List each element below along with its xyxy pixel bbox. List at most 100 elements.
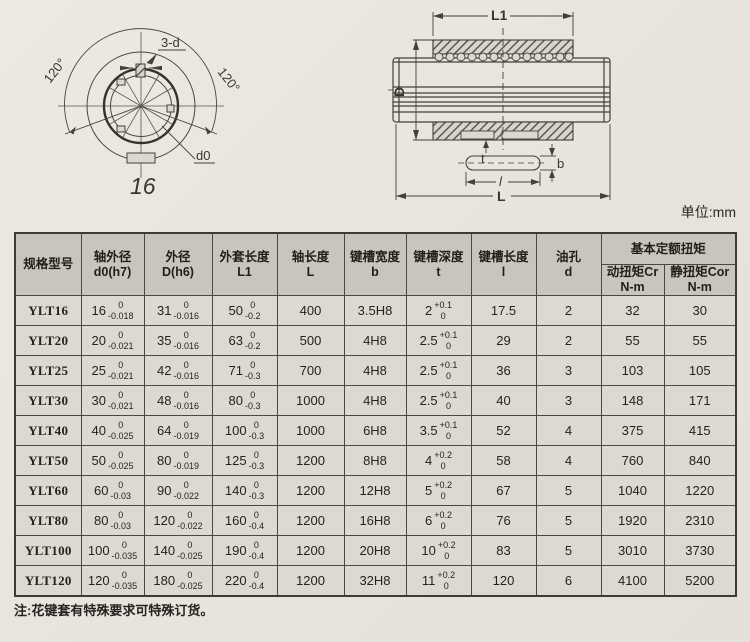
col-header-d0: 轴外径 d0(h7) bbox=[80, 232, 145, 296]
table-row: YLT100 100 0 -0.035 140 0 -0.025 190 0 -0.4 1200 20… bbox=[14, 535, 737, 566]
cr-cell: 3010 bbox=[600, 535, 665, 566]
L1-cell: 100 0 -0.3 bbox=[211, 415, 278, 446]
t-cell: 2.5 +0.1 0 bbox=[405, 385, 472, 416]
dim-b-label: b bbox=[557, 156, 564, 171]
d0-cell: 16 0 -0.018 bbox=[80, 295, 145, 326]
dim-L bbox=[395, 124, 611, 200]
model-cell: YLT120 bbox=[14, 565, 82, 597]
model-cell: YLT40 bbox=[14, 415, 82, 446]
D-cell: 80 0 -0.019 bbox=[143, 445, 213, 476]
table-row: YLT60 60 0 -0.03 90 0 -0.022 140 0 -0.3 1200 12H8 5 +… bbox=[14, 475, 737, 506]
l-cell: 29 bbox=[470, 325, 537, 356]
cr-cell: 375 bbox=[600, 415, 665, 446]
b-cell: 12H8 bbox=[343, 475, 407, 506]
cross-section-drawing: 120° 120° 3-d d0 16 bbox=[41, 28, 243, 199]
bore-label: d0 bbox=[196, 148, 210, 163]
cr-cell: 103 bbox=[600, 355, 665, 386]
cor-cell: 840 bbox=[663, 445, 737, 476]
b-cell: 3.5H8 bbox=[343, 295, 407, 326]
table-row: YLT40 40 0 -0.025 64 0 -0.019 100 0 -0.3 1000 6H8 3.… bbox=[14, 415, 737, 446]
l-cell: 36 bbox=[470, 355, 537, 386]
keyway-notches bbox=[116, 78, 175, 164]
col-header-l: 键槽长度 l bbox=[470, 232, 537, 296]
cor-cell: 3730 bbox=[663, 535, 737, 566]
D-cell: 35 0 -0.016 bbox=[143, 325, 213, 356]
cor-cell: 30 bbox=[663, 295, 737, 326]
cr-cell: 760 bbox=[600, 445, 665, 476]
D-cell: 140 0 -0.025 bbox=[143, 535, 213, 566]
model-cell: YLT50 bbox=[14, 445, 82, 476]
d0-cell: 100 0 -0.035 bbox=[80, 535, 145, 566]
key-outline bbox=[458, 155, 548, 171]
side-view-drawing: L1 D t b bbox=[388, 7, 611, 204]
hole-count-label: 3-d bbox=[161, 35, 180, 50]
dim-l bbox=[465, 172, 541, 186]
d0-cell: 25 0 -0.021 bbox=[80, 355, 145, 386]
L1-cell: 125 0 -0.3 bbox=[211, 445, 278, 476]
b-cell: 4H8 bbox=[343, 355, 407, 386]
cr-cell: 4100 bbox=[600, 565, 665, 597]
dim-t-label: t bbox=[481, 151, 485, 166]
L-cell: 1200 bbox=[276, 445, 345, 476]
model-cell: YLT100 bbox=[14, 535, 82, 566]
D-cell: 64 0 -0.019 bbox=[143, 415, 213, 446]
t-cell: 10 +0.2 0 bbox=[405, 535, 472, 566]
t-cell: 4 +0.2 0 bbox=[405, 445, 472, 476]
d-cell: 3 bbox=[535, 355, 602, 386]
t-cell: 5 +0.2 0 bbox=[405, 475, 472, 506]
cor-cell: 105 bbox=[663, 355, 737, 386]
spec-table: 规格型号 轴外径 d0(h7) 外径 D(h6) 外套长度 L1 轴长度 L 键槽宽度 b… bbox=[14, 232, 737, 597]
table-row: YLT25 25 0 -0.021 42 0 -0.016 71 0 -0.3 700 4H8 2.5 +… bbox=[14, 355, 737, 386]
dim-L-label: L bbox=[497, 188, 506, 204]
cor-cell: 171 bbox=[663, 385, 737, 416]
L-cell: 1200 bbox=[276, 535, 345, 566]
model-cell: YLT16 bbox=[14, 295, 82, 326]
L1-cell: 140 0 -0.3 bbox=[211, 475, 278, 506]
dim-D bbox=[413, 39, 433, 141]
t-cell: 2 +0.1 0 bbox=[405, 295, 472, 326]
b-cell: 4H8 bbox=[343, 385, 407, 416]
col-header-torque-group: 基本定额扭矩 bbox=[600, 232, 737, 265]
angle-left-label: 120° bbox=[41, 55, 69, 85]
table-row: YLT20 20 0 -0.021 35 0 -0.016 63 0 -0.2 500 4H8 2.5 +… bbox=[14, 325, 737, 356]
cr-cell: 1040 bbox=[600, 475, 665, 506]
cor-cell: 1220 bbox=[663, 475, 737, 506]
model-cell: YLT80 bbox=[14, 505, 82, 536]
b-cell: 6H8 bbox=[343, 415, 407, 446]
col-header-L1: 外套长度 L1 bbox=[211, 232, 278, 296]
header-row-1: 规格型号 轴外径 d0(h7) 外径 D(h6) 外套长度 L1 轴长度 L 键槽宽度 b… bbox=[14, 232, 737, 296]
L1-cell: 220 0 -0.4 bbox=[211, 565, 278, 597]
table-row: YLT30 30 0 -0.021 48 0 -0.016 80 0 -0.3 1000 4H8 2.5… bbox=[14, 385, 737, 416]
leader-lines bbox=[120, 49, 215, 164]
d0-cell: 80 0 -0.03 bbox=[80, 505, 145, 536]
d0-cell: 120 0 -0.035 bbox=[80, 565, 145, 597]
d0-cell: 50 0 -0.025 bbox=[80, 445, 145, 476]
col-header-t: 键槽深度 t bbox=[405, 232, 472, 296]
model-cell: YLT20 bbox=[14, 325, 82, 356]
L-cell: 1000 bbox=[276, 415, 345, 446]
ball-row bbox=[434, 52, 574, 62]
b-cell: 4H8 bbox=[343, 325, 407, 356]
cr-cell: 148 bbox=[600, 385, 665, 416]
l-cell: 83 bbox=[470, 535, 537, 566]
footnote: 注:花键套有特殊要求可特殊订货。 bbox=[14, 603, 214, 618]
b-cell: 8H8 bbox=[343, 445, 407, 476]
cor-cell: 55 bbox=[663, 325, 737, 356]
sleeve-keyway-slots bbox=[460, 130, 539, 140]
d-cell: 5 bbox=[535, 475, 602, 506]
col-header-cor: 静扭矩Cor N-m bbox=[663, 264, 737, 296]
cr-cell: 55 bbox=[600, 325, 665, 356]
d-cell: 2 bbox=[535, 325, 602, 356]
cor-cell: 5200 bbox=[663, 565, 737, 597]
L-cell: 400 bbox=[276, 295, 345, 326]
t-cell: 3.5 +0.1 0 bbox=[405, 415, 472, 446]
L-cell: 1200 bbox=[276, 565, 345, 597]
col-header-D: 外径 D(h6) bbox=[143, 232, 213, 296]
model-cell: YLT60 bbox=[14, 475, 82, 506]
angle-dimension-arc bbox=[64, 28, 218, 135]
L1-cell: 63 0 -0.2 bbox=[211, 325, 278, 356]
cor-cell: 415 bbox=[663, 415, 737, 446]
dim-L1 bbox=[432, 12, 574, 36]
cor-cell: 2310 bbox=[663, 505, 737, 536]
handwritten-mark: 16 bbox=[130, 173, 156, 199]
